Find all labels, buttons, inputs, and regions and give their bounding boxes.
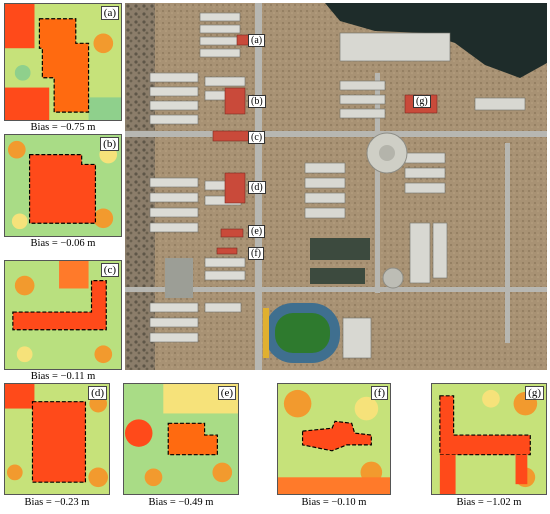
panel-g-bias: Bias = −1.02 m [456, 497, 522, 508]
panel-c-bias: Bias = −0.11 m [30, 371, 96, 382]
panel-d-letter: (d) [88, 386, 107, 400]
panel-e-bias: Bias = −0.49 m [148, 497, 214, 508]
panel-a: (a) [4, 3, 122, 121]
panel-b-letter: (b) [100, 137, 119, 151]
panel-e: (e) [123, 383, 239, 495]
panel-e-letter: (e) [217, 386, 236, 400]
panel-g-letter: (g) [525, 386, 544, 400]
map-label-d: (d) [248, 181, 266, 194]
map-label-e: (e) [248, 225, 266, 238]
panel-d: (d) [4, 383, 110, 495]
panel-a-letter: (a) [100, 6, 119, 20]
panel-b: (b) [4, 134, 122, 237]
panel-f-letter: (f) [371, 386, 388, 400]
panel-c-letter: (c) [100, 263, 119, 277]
panel-c: (c) [4, 260, 122, 370]
panel-g: (g) [431, 383, 547, 495]
panel-d-bias: Bias = −0.23 m [24, 497, 90, 508]
satellite-map: (a) (b) (c) (d) (e) (f) (g) [125, 3, 547, 370]
map-label-b: (b) [248, 95, 266, 108]
map-label-a: (a) [248, 34, 266, 47]
map-label-c: (c) [248, 131, 266, 144]
map-label-f: (f) [248, 247, 264, 260]
panel-f: (f) [277, 383, 391, 495]
panel-a-bias: Bias = −0.75 m [30, 122, 96, 133]
panel-b-bias: Bias = −0.06 m [30, 238, 96, 249]
map-label-g: (g) [413, 95, 431, 108]
panel-f-bias: Bias = −0.10 m [301, 497, 367, 508]
